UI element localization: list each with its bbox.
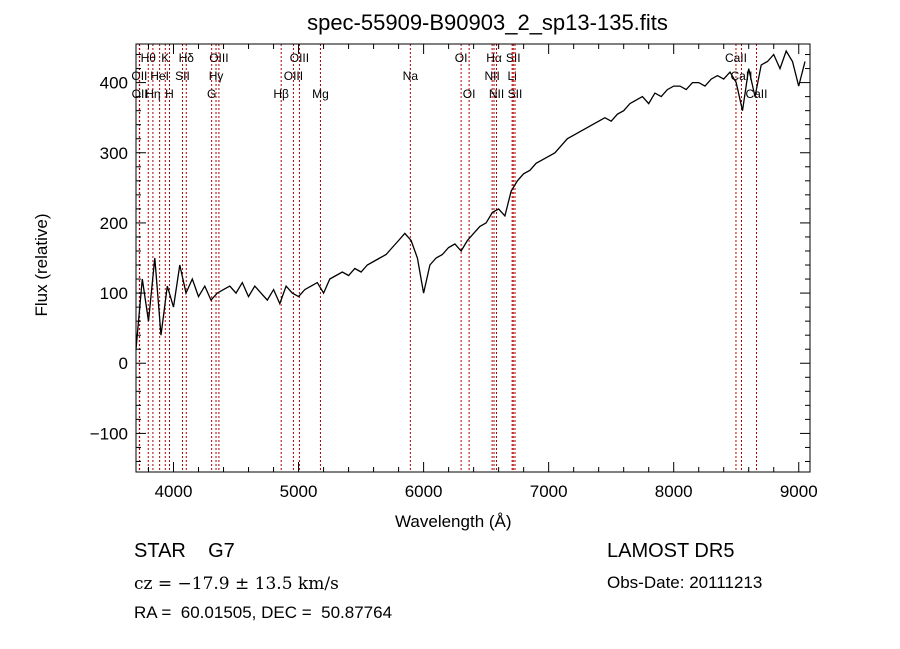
spectral-line-label: OIII [284, 69, 303, 83]
x-tick-label: 6000 [405, 482, 443, 501]
x-tick-label: 9000 [780, 482, 818, 501]
x-tick-label: 8000 [655, 482, 693, 501]
spectral-line-label: Hθ [141, 51, 157, 65]
x-tick-label: 5000 [280, 482, 318, 501]
spectral-line-label: HeI [150, 69, 169, 83]
x-axis-label: Wavelength (Å) [395, 512, 512, 531]
chart-title: spec-55909-B90903_2_sp13-135.fits [307, 10, 668, 35]
x-tick-label: 7000 [530, 482, 568, 501]
spectral-line-label: Hδ [179, 51, 195, 65]
spectral-line-label: H [165, 87, 174, 101]
spectral-line-label: Na [403, 69, 419, 83]
y-tick-label: 100 [100, 284, 128, 303]
y-tick-label: 300 [100, 144, 128, 163]
survey-name: LAMOST DR5 [607, 540, 735, 562]
spectral-line-label: Hγ [209, 69, 224, 83]
spectral-line-label: Hα [486, 51, 502, 65]
spectral-line-label: SII [508, 87, 523, 101]
spectral-line-label: Hβ [273, 87, 289, 101]
spectral-line-label: OI [455, 51, 468, 65]
spectral-line-label: G [207, 87, 216, 101]
spectral-line-label: CaII [745, 87, 767, 101]
y-axis-label: Flux (relative) [32, 213, 51, 317]
y-tick-label: −100 [90, 424, 128, 443]
spectral-line-label: OIII [209, 51, 228, 65]
spectral-line-label: Hη [145, 87, 160, 101]
spectral-line-label: Li [507, 69, 516, 83]
y-tick-label: 0 [119, 354, 128, 373]
spectral-line-label: NII [484, 69, 499, 83]
y-tick-label: 200 [100, 214, 128, 233]
spectral-line-label: SII [175, 69, 190, 83]
obs-date: Obs-Date: 20111213 [607, 573, 763, 592]
spectral-line-label: K [161, 51, 169, 65]
spectrum-line [135, 49, 806, 350]
spectral-line-label: SII [506, 51, 521, 65]
spectral-line-label: Mg [312, 87, 329, 101]
spectral-line-label: CaII [725, 51, 747, 65]
object-class: STAR G7 [134, 540, 235, 562]
spectral-line-label: OIII [290, 51, 309, 65]
spectral-line-label: OI [463, 87, 476, 101]
y-tick-label: 400 [100, 74, 128, 93]
redshift-cz: cz = −17.9 ± 13.5 km/s [134, 574, 339, 594]
spectral-line-label: NII [489, 87, 504, 101]
x-tick-label: 4000 [155, 482, 193, 501]
plot-frame [135, 43, 811, 473]
coordinates: RA = 60.01505, DEC = 50.87764 [134, 603, 393, 622]
